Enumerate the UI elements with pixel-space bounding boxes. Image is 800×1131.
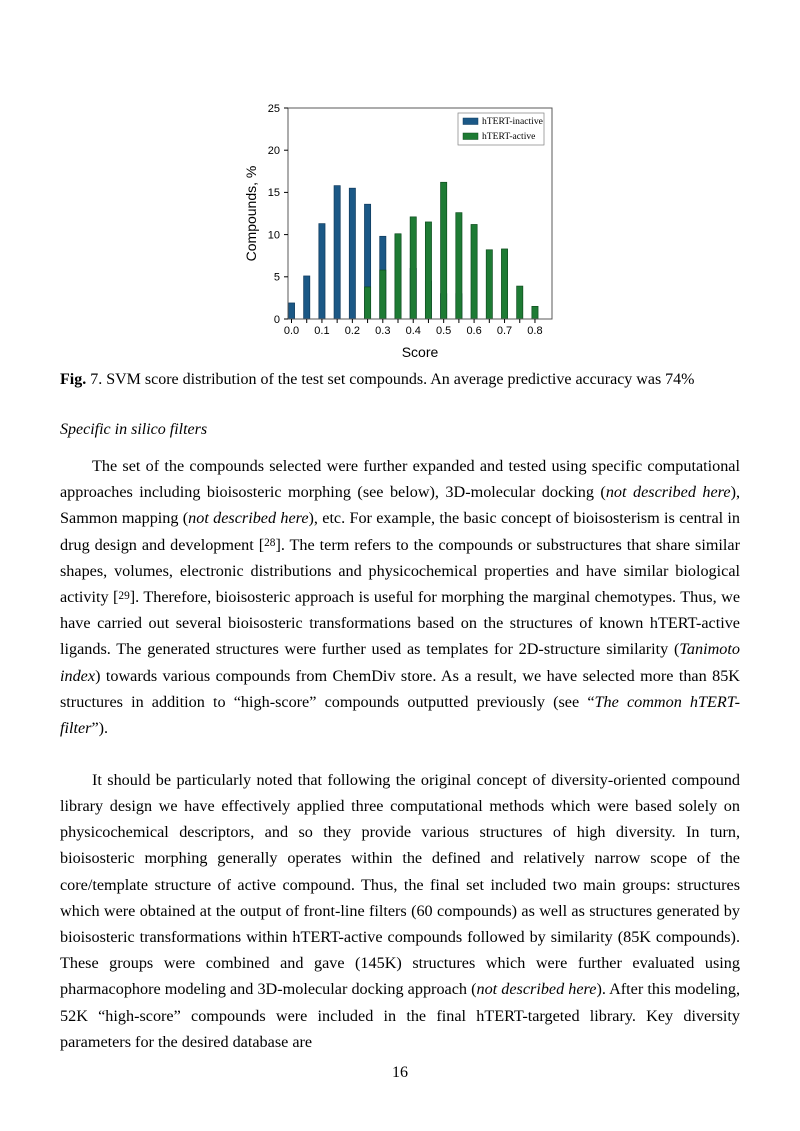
svg-text:0.6: 0.6 bbox=[466, 325, 481, 337]
svg-text:25: 25 bbox=[268, 103, 280, 115]
svg-text:0: 0 bbox=[274, 314, 280, 326]
svg-text:0.2: 0.2 bbox=[345, 325, 360, 337]
svg-text:0.5: 0.5 bbox=[436, 325, 451, 337]
svg-text:hTERT-active: hTERT-active bbox=[482, 131, 535, 142]
svg-text:5: 5 bbox=[274, 272, 280, 284]
svg-text:0.0: 0.0 bbox=[284, 325, 299, 337]
svg-text:10: 10 bbox=[268, 229, 280, 241]
svg-text:20: 20 bbox=[268, 145, 280, 157]
svg-text:0.8: 0.8 bbox=[527, 325, 542, 337]
svg-text:Score: Score bbox=[402, 344, 439, 360]
svg-text:0.1: 0.1 bbox=[314, 325, 329, 337]
svg-text:0.7: 0.7 bbox=[497, 325, 512, 337]
svg-text:15: 15 bbox=[268, 187, 280, 199]
svg-text:0.3: 0.3 bbox=[375, 325, 390, 337]
svg-text:0.4: 0.4 bbox=[406, 325, 421, 337]
svg-text:Compounds, %: Compounds, % bbox=[244, 166, 259, 262]
svg-text:hTERT-inactive: hTERT-inactive bbox=[482, 116, 543, 127]
